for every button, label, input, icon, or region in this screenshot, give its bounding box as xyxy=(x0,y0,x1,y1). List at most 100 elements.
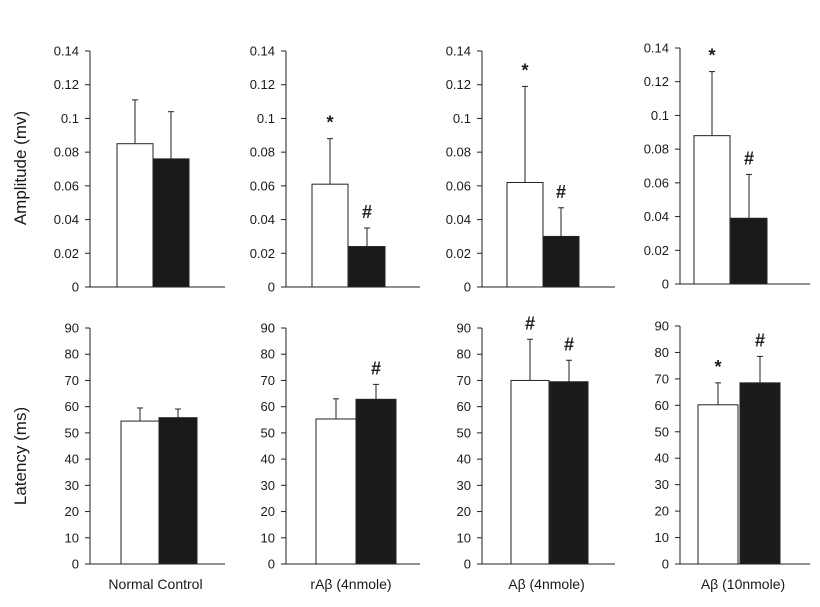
y-tick-label: 20 xyxy=(655,504,669,519)
panel-latency-ab4: 0 10 20 30 40 50 60 70 80 90 # # Aβ (4nmole) xyxy=(457,313,615,592)
y-tick-label: 0 xyxy=(464,557,471,572)
y-tick-label: 0.04 xyxy=(446,212,471,227)
bar-filled xyxy=(739,382,781,565)
y-tick-label: 80 xyxy=(655,345,669,360)
panel-latency-ab10: 0 10 20 30 40 50 60 70 80 90 * # Aβ (10nmole) xyxy=(655,319,810,592)
bar-filled xyxy=(730,217,768,285)
y-tick-label: 0 xyxy=(464,280,471,295)
y-tick-label: 0 xyxy=(662,557,669,572)
bar-open xyxy=(116,143,154,288)
significance-mark: * xyxy=(714,357,721,377)
significance-mark: # xyxy=(371,358,381,378)
y-tick-label: 50 xyxy=(655,424,669,439)
y-tick-label: 0.1 xyxy=(453,111,471,126)
y-tick-label: 0.04 xyxy=(644,209,669,224)
y-tick-label: 20 xyxy=(457,504,471,519)
x-axis-label: Normal Control xyxy=(108,576,202,592)
panel-amplitude-rab4: 0 0.02 0.04 0.06 0.08 0.1 0.12 0.14 * # xyxy=(250,44,420,295)
y-tick-label: 70 xyxy=(655,371,669,386)
y-tick-label: 0.1 xyxy=(61,111,79,126)
y-tick-label: 0 xyxy=(268,280,275,295)
latency-row-label: Latency (ms) xyxy=(11,407,30,505)
y-tick-label: 50 xyxy=(65,425,79,440)
y-tick-label: 90 xyxy=(65,321,79,336)
chart-panels: 00.020.040.060.080.10.120.1400.020.040.0… xyxy=(54,41,810,592)
y-tick-label: 40 xyxy=(65,452,79,467)
bar-filled xyxy=(542,235,580,288)
y-tick-label: 0.12 xyxy=(446,77,471,92)
y-tick-label: 70 xyxy=(261,373,275,388)
significance-mark: # xyxy=(755,330,765,350)
y-tick-label: 0.04 xyxy=(250,212,275,227)
panel-latency-normal: 0 10 20 30 40 50 60 70 80 90 Normal Control xyxy=(65,321,225,592)
y-tick-label: 0 xyxy=(268,557,275,572)
y-tick-label: 0.1 xyxy=(651,108,669,123)
panel-latency-rab4: 0 10 20 30 40 50 60 70 80 90 # rAβ (4nmole) xyxy=(261,321,420,592)
bar-open xyxy=(506,181,544,288)
y-tick-label: 10 xyxy=(457,530,471,545)
bar-open xyxy=(697,404,739,565)
panel-amplitude-ab4: 0 0.02 0.04 0.06 0.08 0.1 0.12 0.14 * # xyxy=(446,44,615,295)
y-tick-label: 90 xyxy=(261,321,275,336)
y-tick-label: 0.08 xyxy=(250,145,275,160)
bar-filled xyxy=(355,398,397,565)
y-tick-label: 80 xyxy=(261,347,275,362)
y-tick-label: 60 xyxy=(457,399,471,414)
y-tick-label: 0.08 xyxy=(54,145,79,160)
x-axis-label: Aβ (10nmole) xyxy=(701,576,785,592)
x-axis-label: Aβ (4nmole) xyxy=(508,576,585,592)
y-tick-label: 0.02 xyxy=(54,246,79,261)
bar-filled xyxy=(348,246,386,288)
y-tick-label: 0.14 xyxy=(644,41,669,56)
bar-open xyxy=(510,379,550,565)
y-tick-label: 20 xyxy=(65,504,79,519)
y-tick-label: 40 xyxy=(261,452,275,467)
bar-filled xyxy=(158,417,198,565)
y-tick-label: 0 xyxy=(72,280,79,295)
y-tick-label: 70 xyxy=(457,373,471,388)
y-tick-label: 0.02 xyxy=(446,246,471,261)
y-tick-label: 0.08 xyxy=(644,142,669,157)
y-tick-label: 60 xyxy=(65,399,79,414)
y-tick-label: 0.12 xyxy=(644,74,669,89)
y-tick-label: 20 xyxy=(261,504,275,519)
y-tick-label: 30 xyxy=(261,478,275,493)
panel-amplitude-ab10: 0 0.02 0.04 0.06 0.08 0.1 0.12 0.14 * # xyxy=(644,41,810,292)
y-tick-label: 80 xyxy=(65,347,79,362)
significance-mark: * xyxy=(521,60,528,80)
y-tick-label: 0.02 xyxy=(250,246,275,261)
y-tick-label: 0.06 xyxy=(250,178,275,193)
y-tick-label: 0.14 xyxy=(250,44,275,59)
x-axis-label: rAβ (4nmole) xyxy=(310,576,391,592)
bar-open xyxy=(315,418,357,565)
y-tick-label: 30 xyxy=(457,478,471,493)
y-tick-label: 70 xyxy=(65,373,79,388)
y-tick-label: 0.12 xyxy=(54,77,79,92)
y-tick-label: 10 xyxy=(65,530,79,545)
significance-mark: * xyxy=(326,113,333,133)
y-tick-label: 0 xyxy=(662,277,669,292)
y-tick-label: 0 xyxy=(72,557,79,572)
amplitude-row-label: Amplitude (mv) xyxy=(11,111,30,225)
y-tick-label: 90 xyxy=(655,319,669,334)
significance-mark: # xyxy=(564,334,574,354)
bar-filled xyxy=(549,381,589,565)
bar-open xyxy=(693,135,731,285)
y-tick-label: 0.06 xyxy=(446,178,471,193)
significance-mark: # xyxy=(556,182,566,202)
y-tick-label: 40 xyxy=(655,451,669,466)
y-tick-label: 0.06 xyxy=(644,175,669,190)
significance-mark: # xyxy=(744,148,754,168)
y-tick-label: 30 xyxy=(65,478,79,493)
y-tick-label: 0.14 xyxy=(446,44,471,59)
y-tick-label: 0.08 xyxy=(446,145,471,160)
y-tick-label: 60 xyxy=(261,399,275,414)
significance-mark: # xyxy=(362,202,372,222)
panel-amplitude-normal: 0 0.02 0.04 0.06 0.08 0.1 0.12 0.14 xyxy=(54,44,225,295)
significance-mark: * xyxy=(708,46,715,66)
y-tick-label: 80 xyxy=(457,347,471,362)
significance-mark: # xyxy=(525,313,535,333)
bar-open xyxy=(120,420,160,565)
bar-filled xyxy=(152,158,190,288)
